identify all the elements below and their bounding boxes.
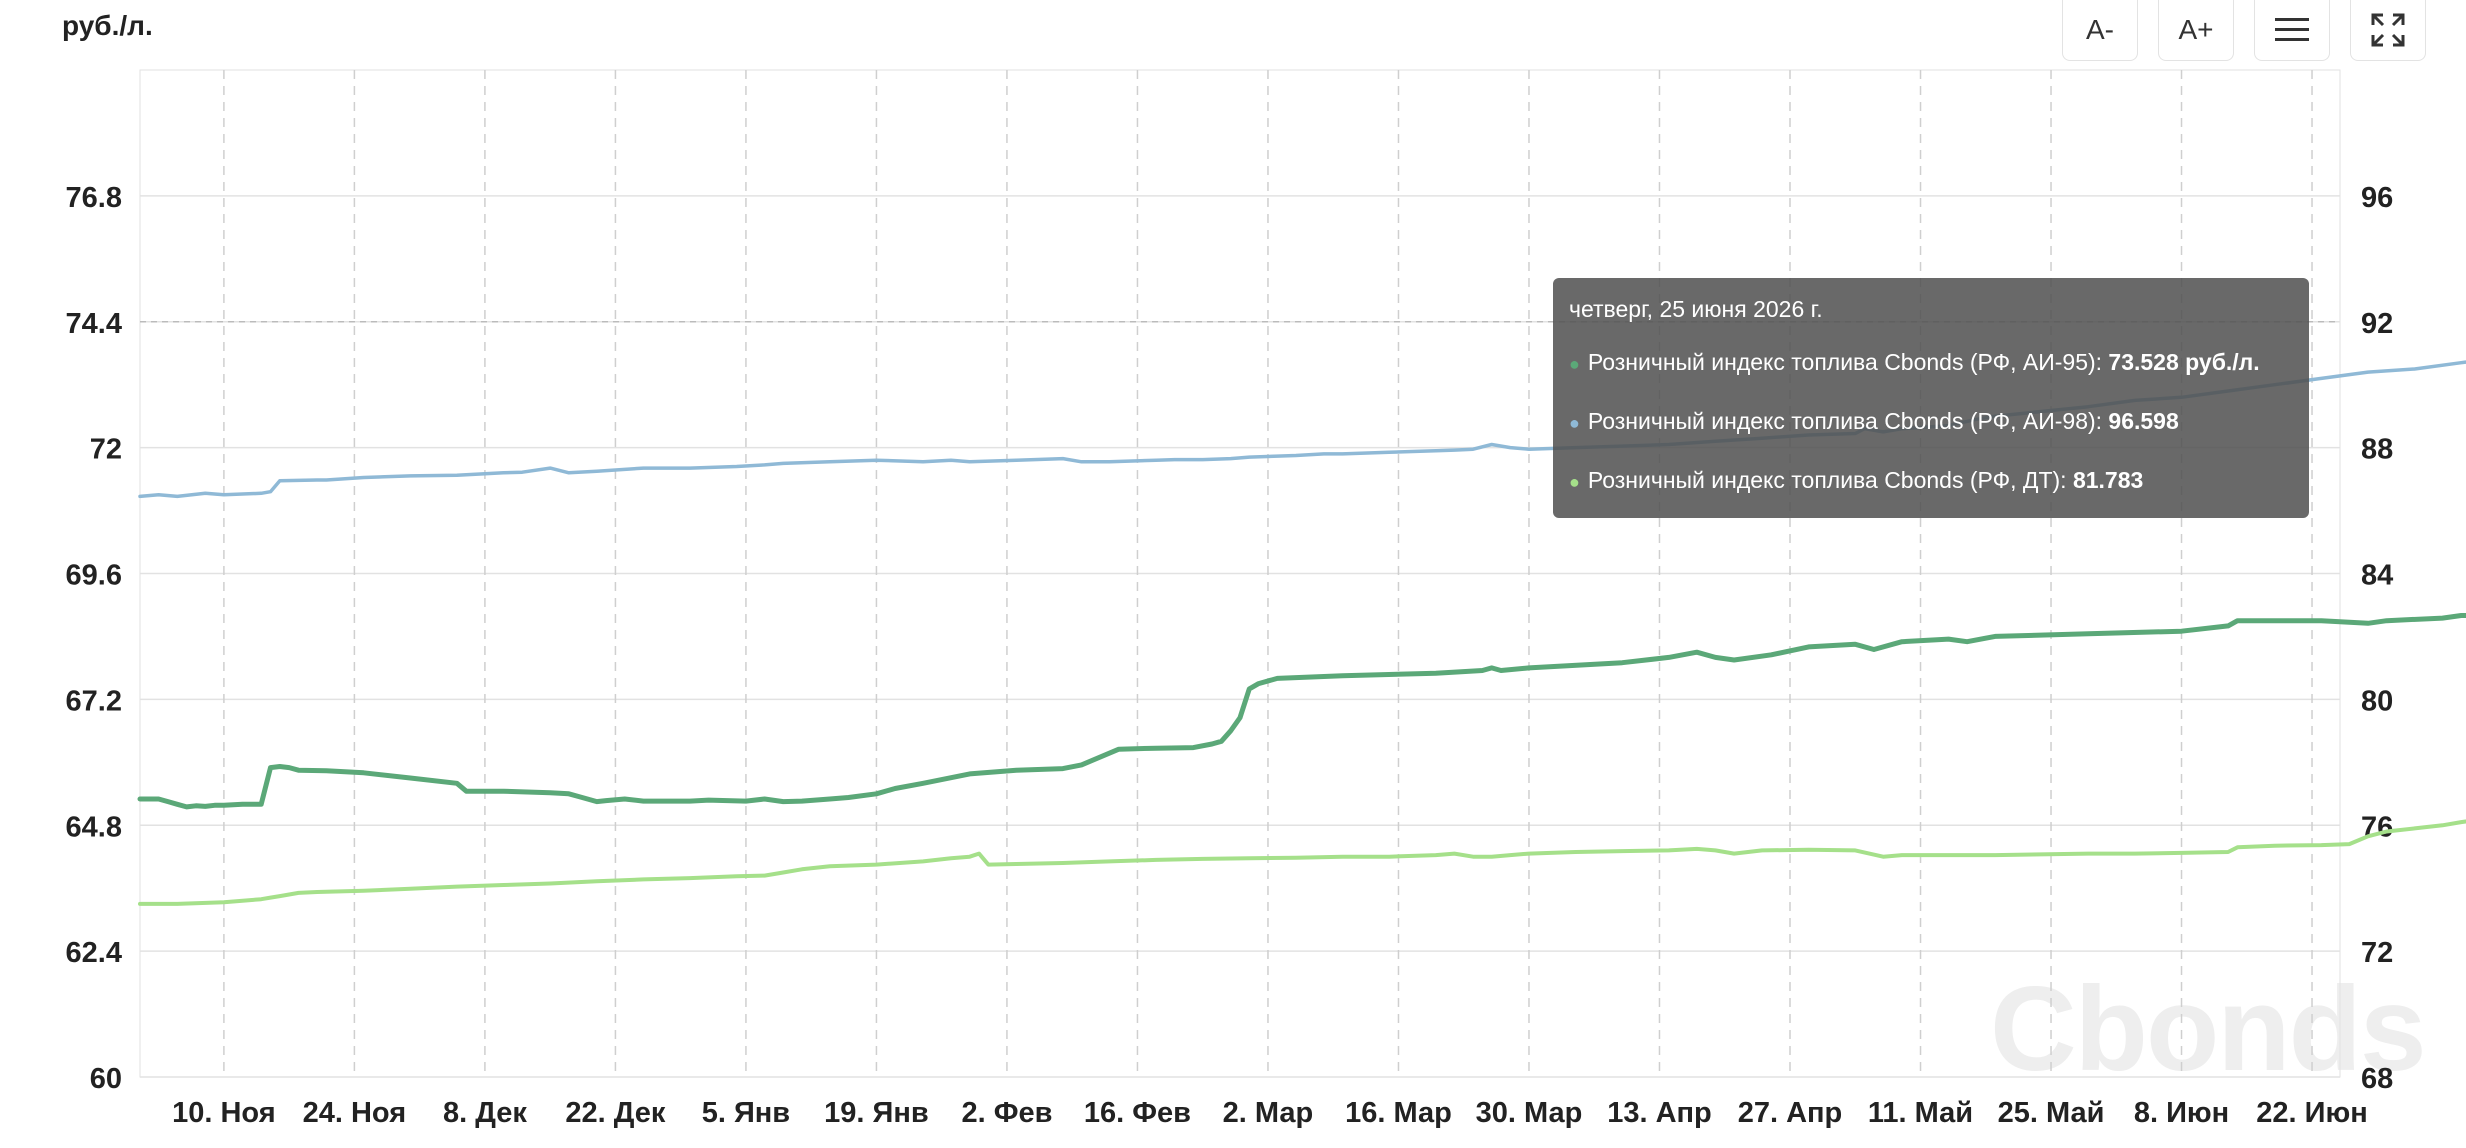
chart-toolbar: A- A+ [2062, 0, 2426, 61]
y-right-tick-label: 96 [2361, 182, 2393, 214]
watermark-logo: Cbonds [1990, 962, 2427, 1096]
y-right-tick-label: 80 [2361, 685, 2393, 717]
x-tick-label: 25. Май [1998, 1097, 2105, 1129]
y-left-tick-label: 60 [90, 1063, 122, 1095]
y-right-tick-label: 68 [2361, 1063, 2393, 1095]
x-tick-label: 22. Дек [565, 1097, 666, 1129]
x-tick-label: 10. Ноя [172, 1097, 276, 1129]
series-line-ai95 [137, 613, 2466, 810]
y-right-tick-label: 92 [2361, 308, 2393, 340]
x-tick-label: 16. Мар [1345, 1097, 1452, 1129]
x-tick-label: 13. Апр [1607, 1097, 1712, 1129]
y-left-tick-label: 69.6 [66, 560, 122, 592]
tooltip-row-dt: ● Розничный индекс топлива Cbonds (РФ, ДТ… [1569, 467, 2293, 494]
tooltip-value-ai95: 73.528 руб./л. [2108, 349, 2260, 375]
x-tick-label: 19. Янв [824, 1097, 929, 1129]
tooltip-label-dt: Розничный индекс топлива Cbonds (РФ, ДТ)… [1587, 467, 2067, 493]
tooltip-date: четверг, 25 июня 2026 г. [1569, 296, 1823, 322]
y-left-tick-label: 64.8 [66, 811, 122, 843]
x-tick-label: 8. Дек [443, 1097, 527, 1129]
tooltip-label-ai98: Розничный индекс топлива Cbonds (РФ, АИ-… [1587, 408, 2103, 434]
x-tick-label: 24. Ноя [303, 1097, 407, 1129]
chart-tooltip: четверг, 25 июня 2026 г. ● Розничный инде… [1553, 278, 2309, 518]
tooltip-dot-ai95: ● [1569, 354, 1580, 374]
tooltip-label-ai95: Розничный индекс топлива Cbonds (РФ, АИ-… [1587, 349, 2103, 375]
x-tick-label: 27. Апр [1738, 1097, 1843, 1129]
y-left-tick-label: 74.4 [66, 308, 122, 340]
y-right-tick-label: 88 [2361, 434, 2393, 466]
tooltip-value-ai98: 96.598 [2108, 408, 2179, 434]
x-tick-label: 16. Фев [1084, 1097, 1191, 1129]
x-tick-label: 8. Июн [2134, 1097, 2229, 1129]
y-right-tick-label: 72 [2361, 937, 2393, 969]
y-left-tick-label: 62.4 [66, 937, 122, 969]
tooltip-dot-dt: ● [1569, 472, 1580, 492]
x-tick-label: 30. Мар [1476, 1097, 1583, 1129]
hamburger-menu-icon-glyph [2275, 18, 2309, 41]
x-tick-label: 11. Май [1868, 1097, 1973, 1129]
font-decrease-button[interactable]: A- [2062, 0, 2138, 61]
fullscreen-icon[interactable] [2350, 0, 2426, 61]
y-left-tick-label: 76.8 [66, 182, 122, 214]
y-left-tick-label: 67.2 [66, 685, 122, 717]
tooltip-value-dt: 81.783 [2072, 467, 2144, 493]
font-increase-button[interactable]: A+ [2158, 0, 2234, 61]
tooltip-dot-ai98: ● [1569, 413, 1580, 433]
series-line-dt [138, 819, 2466, 906]
tooltip-row-ai95: ● Розничный индекс топлива Cbonds (РФ, АИ… [1569, 349, 2293, 376]
x-tick-label: 22. Июн [2256, 1097, 2368, 1129]
x-tick-label: 2. Фев [961, 1097, 1052, 1129]
y-axis-unit-label: руб./л. [62, 10, 153, 41]
hamburger-menu-icon[interactable] [2254, 0, 2330, 61]
fullscreen-icon-glyph [2371, 13, 2405, 47]
y-left-tick-label: 72 [90, 434, 122, 466]
x-tick-label: 5. Янв [702, 1097, 790, 1129]
x-tick-label: 2. Мар [1223, 1097, 1314, 1129]
series-line-ai98 [138, 360, 2466, 499]
y-right-tick-label: 84 [2361, 560, 2393, 592]
tooltip-row-ai98: ● Розничный индекс топлива Cbonds (РФ, АИ… [1569, 408, 2293, 435]
